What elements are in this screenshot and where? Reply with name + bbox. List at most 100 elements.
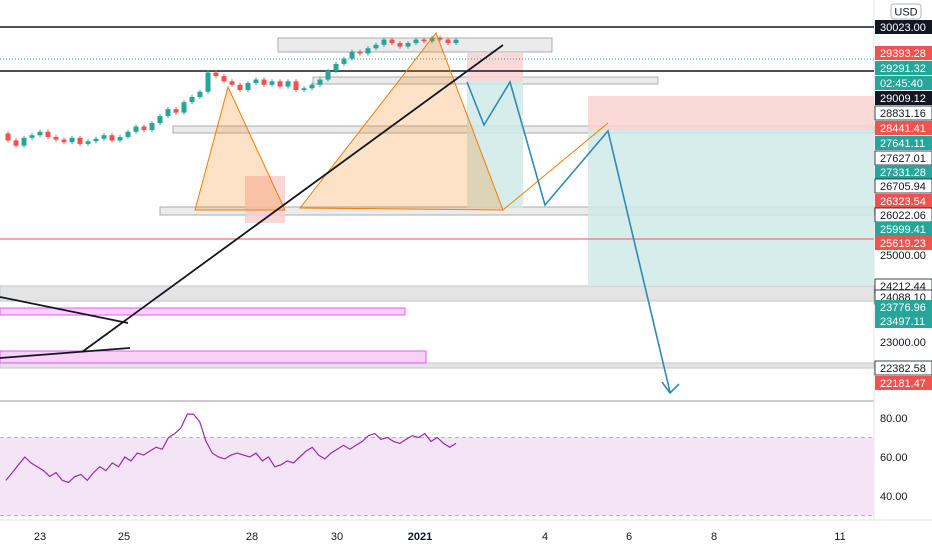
support-zone [0, 285, 875, 302]
uptrend-line [81, 44, 504, 353]
candle-body [269, 81, 275, 85]
candle-body [125, 131, 131, 137]
rsi-band [0, 437, 874, 516]
price-label-box [875, 165, 932, 179]
candle-body [61, 139, 67, 143]
price-label: 22181.47 [880, 378, 926, 390]
currency-label: USD [894, 7, 917, 19]
price-label: 30023.00 [880, 22, 926, 34]
time-tick-label: 11 [834, 531, 845, 543]
forecast-path [466, 80, 671, 393]
price-label-box [875, 46, 932, 60]
time-tick-label: 8 [711, 531, 717, 543]
candle-body [205, 72, 211, 92]
candle-body [245, 83, 251, 91]
candle-body [381, 39, 387, 45]
time-tick-label: 28 [246, 531, 258, 543]
price-label: 26022.06 [880, 210, 926, 222]
price-label-box [875, 61, 932, 75]
candle-body [421, 39, 427, 42]
time-tick-label: 25 [118, 531, 130, 543]
trend-line [0, 347, 131, 359]
candle-body [237, 84, 243, 91]
time-tick-label: 30 [331, 531, 343, 543]
rsi-line [5, 413, 457, 484]
candle-body [93, 138, 99, 142]
candle-body [173, 109, 179, 113]
take-profit-zone [588, 130, 874, 286]
take-profit-zone [467, 81, 523, 208]
rsi-tick-label: 40.00 [880, 491, 908, 503]
price-label: 28441.41 [880, 123, 926, 135]
candle-body [277, 81, 283, 87]
price-label-box [874, 178, 932, 194]
pattern-projection-line [502, 122, 609, 211]
harmonic-pattern-shape [298, 31, 504, 211]
candle-body [261, 79, 267, 85]
candle-body [325, 70, 331, 80]
rsi-indicator: 80.00 60.00 40.00 [0, 413, 908, 516]
candle-body [357, 51, 363, 54]
candle-body [285, 81, 291, 87]
demand-zone [0, 350, 427, 364]
price-label: 26323.54 [880, 196, 926, 208]
candle-body [365, 48, 371, 54]
price-label-box [875, 314, 932, 328]
price-label: 27627.01 [880, 153, 926, 165]
price-label: 22382.58 [880, 363, 926, 375]
candle-body [109, 135, 115, 141]
price-label-box [875, 20, 932, 34]
candle-body [309, 84, 315, 89]
candle-body [149, 123, 155, 131]
candle-body [429, 37, 435, 42]
price-label: 29291.32 [880, 63, 926, 75]
price-label-box [875, 136, 932, 150]
candle-body [213, 72, 219, 77]
harmonic-pattern-shape [194, 85, 286, 211]
price-label-box [875, 121, 932, 135]
candle-body [21, 137, 27, 146]
candle-body [301, 88, 307, 91]
price-label-box [875, 376, 932, 390]
price-label: 23497.11 [880, 316, 925, 328]
price-label-box [875, 222, 932, 236]
price-label-box [874, 105, 932, 121]
candle-body [189, 96, 195, 103]
time-tick-label: 6 [626, 531, 632, 543]
candle-body [5, 133, 11, 141]
candle-body [69, 137, 75, 143]
candlestick-series [5, 35, 459, 148]
candle-body [317, 79, 323, 85]
currency-badge[interactable]: USD [890, 3, 922, 20]
highlight-zone [245, 176, 285, 223]
candle-body [29, 135, 35, 138]
candle-body [141, 126, 147, 131]
candle-body [165, 109, 171, 117]
candle-body [453, 39, 459, 44]
candle-body [405, 43, 411, 47]
price-tick-label: 25000.00 [880, 250, 926, 262]
candle-body [157, 116, 163, 124]
price-label-box [874, 360, 932, 376]
candle-body [133, 126, 139, 132]
price-tick-label: 23000.00 [880, 337, 926, 349]
candle-body [397, 43, 403, 47]
chart-drawings [0, 31, 680, 395]
candle-body [349, 51, 355, 59]
candle-body [341, 58, 347, 64]
stop-loss-zone [467, 53, 523, 81]
candle-body [117, 136, 123, 141]
price-label-box [875, 236, 932, 250]
candle-body [181, 102, 187, 113]
price-label-box [875, 194, 932, 208]
price-label: 23776.96 [880, 302, 926, 314]
support-zone [0, 362, 875, 369]
candle-body [197, 91, 203, 97]
candle-body [333, 63, 339, 71]
price-label-box [875, 91, 932, 105]
candle-body [53, 136, 59, 140]
stop-loss-zone [588, 96, 874, 130]
candle-body [45, 131, 51, 137]
forecast-arrow-head [661, 381, 680, 395]
